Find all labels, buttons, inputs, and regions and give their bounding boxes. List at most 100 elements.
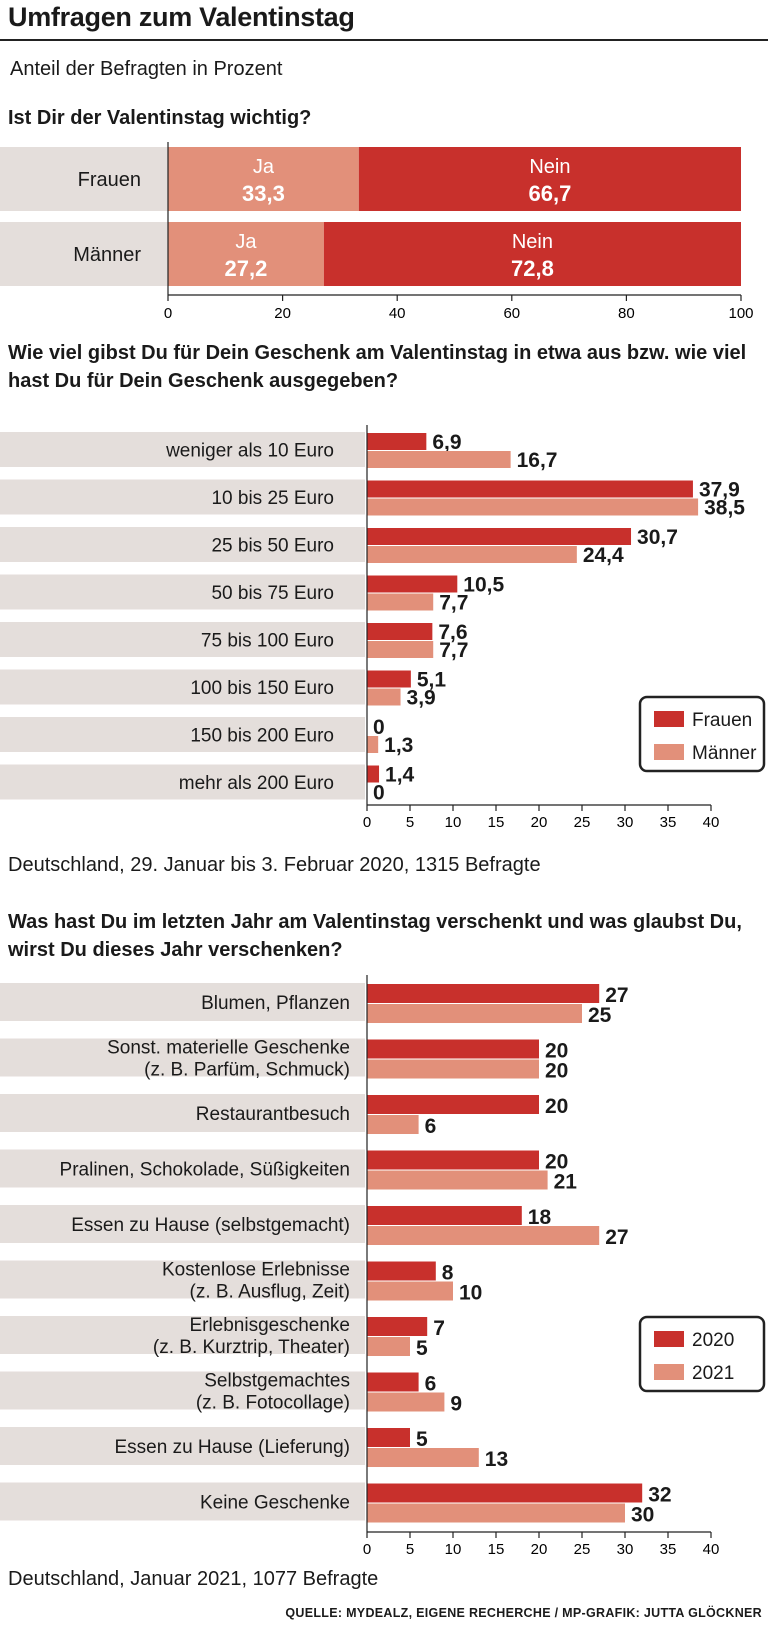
x-tick-label: 30 bbox=[617, 814, 634, 831]
category-band bbox=[0, 622, 365, 657]
bar bbox=[367, 1170, 548, 1190]
category-band bbox=[0, 574, 365, 610]
x-tick-label: 100 bbox=[728, 305, 753, 322]
data-label: 1,3 bbox=[384, 734, 413, 757]
category-label: 50 bis 75 Euro bbox=[211, 583, 334, 604]
bar-segment bbox=[358, 147, 741, 211]
subtitle: Anteil der Befragten in Prozent bbox=[10, 58, 283, 80]
category-label: Frauen bbox=[78, 169, 141, 191]
x-tick-label: 25 bbox=[574, 1541, 591, 1558]
category-label: Blumen, Pflanzen bbox=[201, 993, 350, 1014]
bar bbox=[367, 593, 434, 611]
category-band bbox=[0, 983, 365, 1021]
bar bbox=[367, 528, 632, 545]
bar bbox=[367, 1095, 539, 1114]
chart3-note: Deutschland, Januar 2021, 1077 Befragte bbox=[8, 1568, 379, 1590]
category-band bbox=[0, 1427, 365, 1465]
bar-segment bbox=[168, 147, 359, 211]
x-tick-label: 20 bbox=[531, 814, 548, 831]
category-band bbox=[0, 432, 365, 467]
category-band bbox=[0, 1371, 365, 1410]
x-tick-label: 15 bbox=[488, 814, 505, 831]
x-tick-label: 80 bbox=[618, 305, 635, 322]
x-tick-label: 30 bbox=[617, 1541, 634, 1558]
x-tick-label: 40 bbox=[703, 814, 720, 831]
bar bbox=[367, 1039, 539, 1059]
x-tick-label: 35 bbox=[660, 814, 677, 831]
bar bbox=[367, 1317, 428, 1336]
category-label: 25 bis 50 Euro bbox=[211, 536, 334, 557]
category-label: (z. B. Kurztrip, Theater) bbox=[153, 1337, 350, 1358]
bar bbox=[367, 1004, 582, 1023]
data-label: 18 bbox=[528, 1206, 552, 1229]
category-label: weniger als 10 Euro bbox=[165, 441, 334, 462]
legend-swatch bbox=[654, 1331, 684, 1347]
data-label: 10,5 bbox=[463, 574, 504, 597]
bar bbox=[367, 670, 411, 688]
data-label: 25 bbox=[588, 1004, 612, 1027]
legend-swatch bbox=[654, 1364, 684, 1380]
x-tick-label: 10 bbox=[445, 814, 462, 831]
x-tick-label: 0 bbox=[363, 1541, 371, 1558]
data-label: 7,6 bbox=[438, 621, 467, 644]
bar bbox=[367, 480, 693, 498]
bar bbox=[367, 1226, 600, 1245]
x-tick-label: 40 bbox=[703, 1541, 720, 1558]
chart1-question: Ist Dir der Valentinstag wichtig? bbox=[8, 107, 312, 129]
category-label: 10 bis 25 Euro bbox=[211, 488, 334, 509]
bar bbox=[367, 498, 699, 516]
x-tick-label: 0 bbox=[363, 814, 371, 831]
x-tick-label: 5 bbox=[406, 1541, 414, 1558]
category-band bbox=[0, 1149, 365, 1188]
bar bbox=[367, 1059, 539, 1079]
legend-swatch bbox=[654, 711, 684, 727]
data-label: 3,9 bbox=[407, 687, 436, 710]
data-label: 20 bbox=[545, 1060, 568, 1083]
legend-swatch bbox=[654, 744, 684, 760]
bar bbox=[367, 1281, 453, 1301]
chart2-question: Wie viel gibst Du für Dein Geschenk am V… bbox=[8, 342, 747, 392]
x-tick-label: 25 bbox=[574, 814, 591, 831]
bar bbox=[367, 1150, 539, 1170]
main-title: Umfragen zum Valentinstag bbox=[8, 2, 355, 32]
category-label: 75 bis 100 Euro bbox=[201, 631, 334, 652]
legend-label: 2021 bbox=[692, 1363, 734, 1384]
x-tick-label: 0 bbox=[164, 305, 172, 322]
category-band bbox=[0, 669, 365, 705]
bar bbox=[367, 1372, 419, 1392]
category-band bbox=[0, 222, 168, 286]
source-credit: QUELLE: MYDEALZ, EIGENE RECHERCHE / MP-G… bbox=[285, 1606, 762, 1620]
bar bbox=[367, 433, 427, 450]
bar-segment bbox=[323, 222, 741, 286]
category-label: Männer bbox=[73, 244, 141, 266]
data-label: 10 bbox=[459, 1282, 482, 1305]
data-label: 6 bbox=[425, 1115, 437, 1138]
bar bbox=[367, 1337, 410, 1356]
x-tick-label: 5 bbox=[406, 814, 414, 831]
bar bbox=[367, 1115, 419, 1134]
data-label: 20 bbox=[545, 1095, 568, 1118]
category-label: Sonst. materielle Geschenke bbox=[107, 1038, 350, 1059]
data-label: 37,9 bbox=[699, 479, 740, 502]
data-label: 7 bbox=[433, 1317, 445, 1340]
category-label: 150 bis 200 Euro bbox=[190, 726, 334, 747]
chart2-note: Deutschland, 29. Januar bis 3. Februar 2… bbox=[8, 854, 541, 876]
category-band bbox=[0, 1482, 365, 1521]
data-label: 38,5 bbox=[704, 497, 745, 520]
bar bbox=[367, 1483, 643, 1503]
category-label: Essen zu Hause (selbstgemacht) bbox=[71, 1215, 350, 1236]
x-tick-label: 15 bbox=[488, 1541, 505, 1558]
chart3-question: Was hast Du im letzten Jahr am Valentins… bbox=[8, 911, 742, 961]
segment-series-label: Ja bbox=[235, 231, 257, 253]
category-label: Kostenlose Erlebnisse bbox=[162, 1260, 350, 1281]
data-label: 24,4 bbox=[583, 544, 624, 567]
data-label: 6,9 bbox=[432, 431, 461, 454]
data-label: 30,7 bbox=[637, 526, 678, 549]
category-band bbox=[0, 1205, 365, 1243]
bar bbox=[367, 641, 434, 658]
bar bbox=[367, 1261, 436, 1281]
data-label: 20 bbox=[545, 1040, 568, 1063]
x-tick-label: 60 bbox=[503, 305, 520, 322]
category-label: (z. B. Fotocollage) bbox=[196, 1393, 350, 1414]
